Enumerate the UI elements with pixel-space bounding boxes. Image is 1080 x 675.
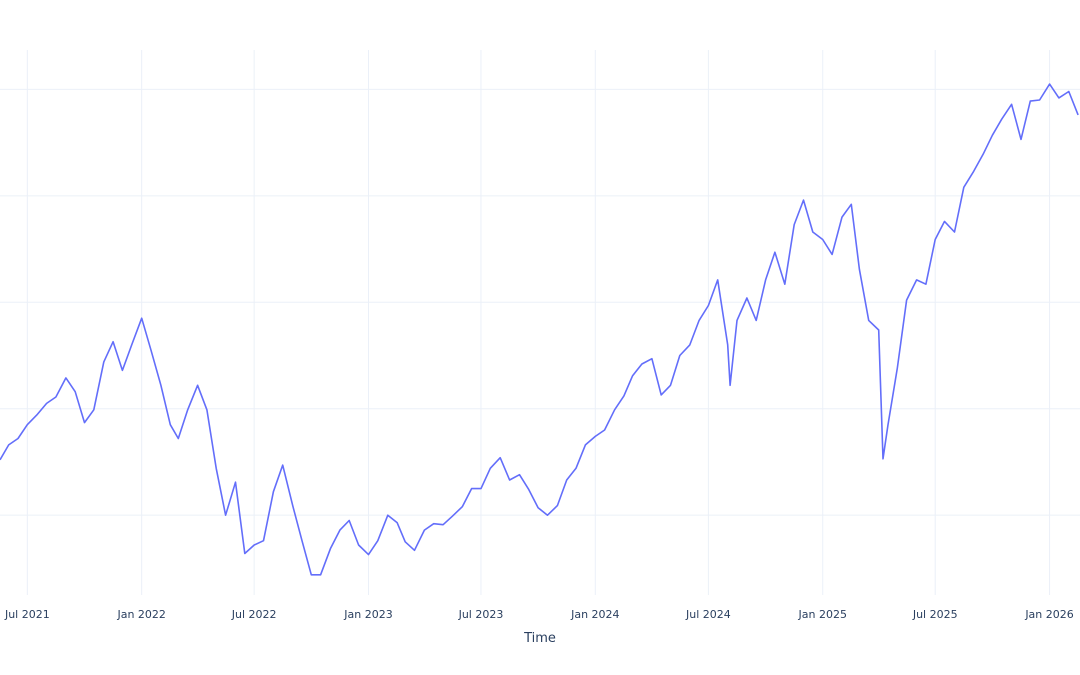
- x-tick-label: Jan 2023: [343, 608, 392, 621]
- x-axis-title: Time: [523, 631, 556, 646]
- x-tick-label: Jan 2026: [1024, 608, 1073, 621]
- x-axis-ticks: Jul 2021 Jan 2022 Jul 2022 Jan 2023 Jul 2023…: [4, 608, 1074, 621]
- x-tick-label: Jul 2025: [912, 608, 958, 621]
- gridlines: [0, 50, 1080, 595]
- x-tick-label: Jan 2024: [570, 608, 619, 621]
- series-line: [0, 83, 1079, 576]
- x-tick-label: Jul 2021: [4, 608, 50, 621]
- x-tick-label: Jul 2023: [458, 608, 504, 621]
- x-tick-label: Jul 2024: [685, 608, 731, 621]
- x-tick-label: Jan 2025: [798, 608, 847, 621]
- x-tick-label: Jan 2022: [116, 608, 165, 621]
- x-tick-label: Jul 2022: [231, 608, 277, 621]
